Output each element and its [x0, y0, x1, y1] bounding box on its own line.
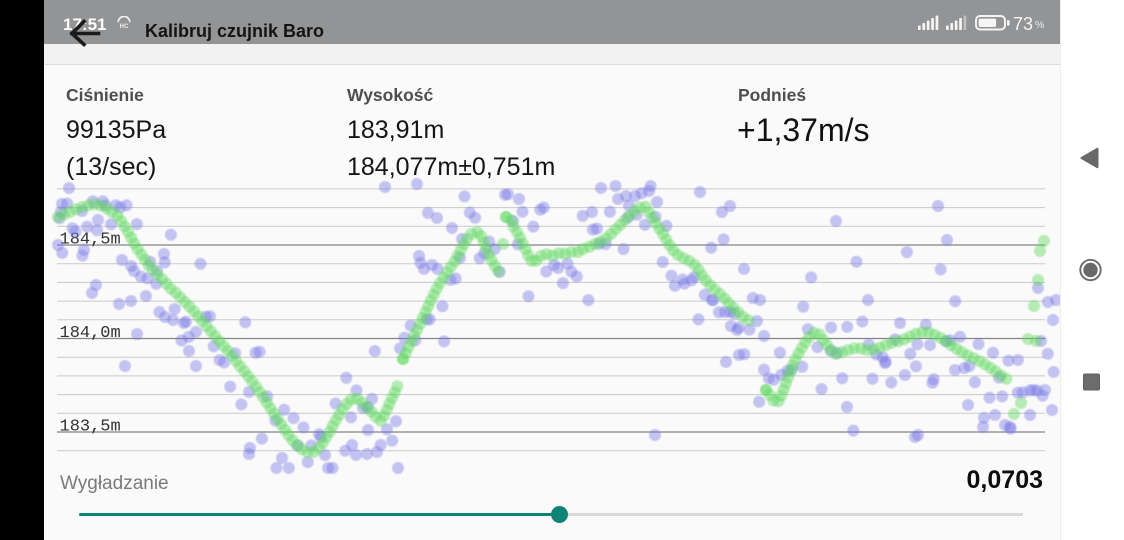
- svg-text:HC: HC: [120, 24, 129, 30]
- svg-text:184,0m: 184,0m: [60, 324, 121, 343]
- svg-text:183,5m: 183,5m: [60, 418, 121, 437]
- svg-text:184,5m: 184,5m: [60, 231, 121, 250]
